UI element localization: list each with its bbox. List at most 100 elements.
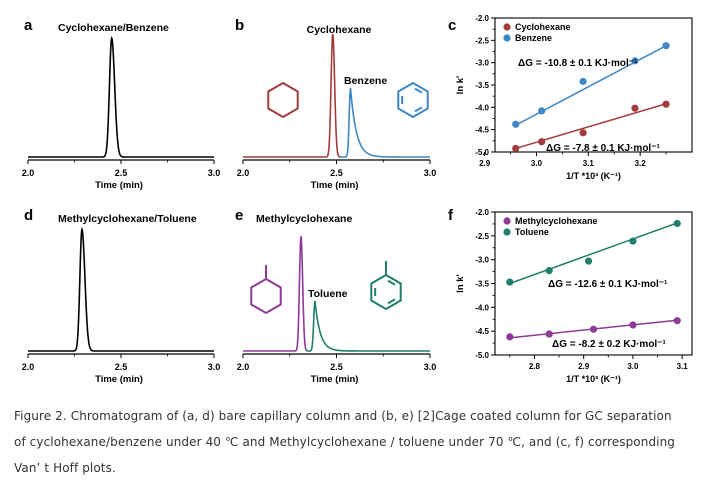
x-tick-label: 3.0 — [424, 168, 437, 178]
fit-line-toluene — [509, 222, 678, 285]
data-point-methylcyclohexane — [589, 325, 598, 333]
delta-g-annotation-cyclohexane: ΔG = -7.8 ± 0.1 KJ·mol⁻¹ — [546, 143, 660, 154]
y-axis-label: ln k' — [455, 76, 466, 95]
toluene-double-bond — [387, 298, 396, 305]
x-axis-label: 1/T *10³ (K⁻¹) — [566, 374, 621, 384]
legend-marker-cyclohexane — [503, 23, 511, 31]
cyclohexane-ring — [267, 81, 299, 119]
figure-canvas: a b c d e f 2.0 2.5 3.0 Time (min) Cyclohexane/Ben… — [22, 14, 693, 385]
data-point-toluene — [545, 267, 553, 275]
x-tick-label: 3.0 — [531, 159, 543, 168]
benzene-structure — [397, 81, 429, 119]
caption-line-3: Van’ t Hoff plots. — [14, 461, 116, 475]
data-point-benzene — [512, 120, 520, 128]
toluene-double-bond — [387, 279, 396, 286]
x-tick-label: 2.5 — [330, 168, 343, 178]
x-tick-label: 3.1 — [583, 159, 595, 168]
panel-letter-e: e — [235, 207, 243, 224]
chromatogram-trace-methylcyclohexane — [243, 236, 308, 352]
x-axis-label: Time (min) — [95, 374, 143, 385]
panel-letter-b: b — [235, 17, 244, 34]
benzene-ring — [397, 81, 429, 119]
x-tick-label: 3.2 — [635, 159, 647, 168]
x-tick-label: 3.0 — [627, 362, 639, 371]
y-tick-label: -5.0 — [475, 148, 489, 157]
panel-title: Methylcyclohexane/Toluene — [58, 213, 197, 225]
y-tick-label: -3.5 — [475, 81, 489, 90]
x-tick-label: 2.0 — [22, 168, 35, 178]
data-point-cyclohexane — [662, 100, 670, 108]
data-point-cyclohexane — [538, 138, 546, 146]
panel-title: Methylcyclohexane — [256, 213, 352, 225]
data-point-methylcyclohexane — [673, 317, 681, 325]
x-tick-label: 2.5 — [330, 362, 343, 372]
chromatogram-trace — [28, 227, 214, 352]
data-point-benzene — [579, 77, 587, 86]
data-point-methylcyclohexane — [629, 321, 637, 329]
data-point-benzene — [631, 57, 639, 65]
x-tick-label: 2.5 — [115, 168, 128, 178]
chromatogram-trace-benzene — [339, 88, 430, 158]
x-tick-label: 2.5 — [115, 362, 128, 372]
peak-label-benzene: Benzene — [344, 75, 387, 87]
caption-line-2: of cyclohexane/benzene under 40 ℃ and Me… — [14, 435, 676, 449]
x-tick-label: 3.1 — [677, 362, 689, 371]
data-point-cyclohexane — [579, 129, 587, 137]
data-point-toluene — [584, 257, 593, 265]
legend-label-methylcyclohexane: Methylcyclohexane — [515, 216, 598, 226]
y-tick-label: -2.5 — [475, 232, 489, 241]
benzene-double-bond — [414, 87, 423, 94]
y-tick-label: -4.5 — [475, 327, 489, 336]
y-axis-label: ln k' — [455, 274, 466, 293]
y-tick-label: -3.0 — [475, 256, 489, 265]
delta-g-annotation-methylcyclohexane: ΔG = -8.2 ± 0.2 KJ·mol⁻¹ — [552, 339, 666, 350]
y-tick-label: -5.0 — [475, 351, 489, 360]
legend-marker-toluene — [503, 228, 511, 236]
panel-title: Cyclohexane/Benzene — [58, 22, 169, 34]
x-tick-label: 3.0 — [208, 362, 221, 372]
data-point-toluene — [629, 237, 637, 245]
x-tick-label: 3.0 — [208, 168, 221, 178]
x-tick-label: 2.9 — [578, 362, 590, 371]
panel-e-chromatogram: 2.0 2.5 3.0 Time (min) Methylcyclohexane Tolu… — [237, 213, 437, 385]
panel-letter-c: c — [448, 17, 456, 34]
data-point-methylcyclohexane — [506, 333, 514, 341]
x-axis-label: Time (min) — [95, 180, 143, 191]
x-tick-label: 2.9 — [479, 159, 491, 168]
y-tick-label: -4.0 — [475, 103, 489, 112]
chromatogram-trace — [28, 35, 214, 158]
delta-g-annotation-benzene: ΔG = -10.8 ± 0.1 KJ·mol⁻¹ — [518, 58, 638, 69]
panel-c-vant-hoff: -2.0 -2.5 -3.0 -3.5 -4.0 -4.5 -5.0 2.9 3.0 3.1 3.2… — [455, 14, 693, 181]
data-point-toluene — [673, 219, 681, 228]
caption-line-1: Figure 2. Chromatogram of (a, d) bare ca… — [14, 409, 672, 423]
data-point-toluene — [506, 278, 514, 286]
x-tick-label: 2.8 — [529, 362, 541, 371]
panel-a-chromatogram: 2.0 2.5 3.0 Time (min) Cyclohexane/Benzene — [22, 22, 221, 191]
panel-b-chromatogram: 2.0 2.5 3.0 Time (min) Cyclohexane Benzene — [237, 24, 437, 191]
panel-d-chromatogram: 2.0 2.5 3.0 Time (min) Methylcyclohexane/Tol… — [22, 213, 221, 385]
data-point-cyclohexane — [631, 104, 639, 112]
y-tick-label: -2.0 — [475, 14, 489, 23]
chromatogram-trace-cyclohexane — [243, 34, 341, 158]
cyclohexane-structure — [267, 81, 299, 119]
benzene-double-bond — [414, 106, 423, 113]
panel-title: Cyclohexane — [307, 24, 372, 36]
x-axis-label: Time (min) — [311, 180, 359, 191]
data-point-cyclohexane — [512, 144, 520, 153]
legend-label-cyclohexane: Cyclohexane — [515, 22, 571, 32]
methylcyclohexane-ring — [250, 277, 282, 315]
chromatogram-trace-toluene — [305, 300, 430, 352]
toluene-structure — [370, 261, 402, 311]
peak-label-toluene: Toluene — [308, 288, 348, 300]
y-tick-label: -3.0 — [475, 59, 489, 68]
x-axis-label: Time (min) — [311, 374, 359, 385]
panel-letter-d: d — [24, 207, 33, 224]
data-point-benzene — [538, 107, 546, 115]
legend-label-toluene: Toluene — [515, 227, 549, 237]
data-point-benzene — [662, 42, 670, 50]
y-tick-label: -2.5 — [475, 36, 489, 45]
x-tick-label: 2.0 — [237, 362, 250, 372]
figure-caption: Figure 2. Chromatogram of (a, d) bare ca… — [14, 403, 698, 481]
panel-letter-a: a — [24, 17, 33, 34]
panel-f-vant-hoff: -2.0 -2.5 -3.0 -3.5 -4.0 -4.5 -5.0 2.8 2.9 3.0 3.1… — [455, 208, 693, 384]
